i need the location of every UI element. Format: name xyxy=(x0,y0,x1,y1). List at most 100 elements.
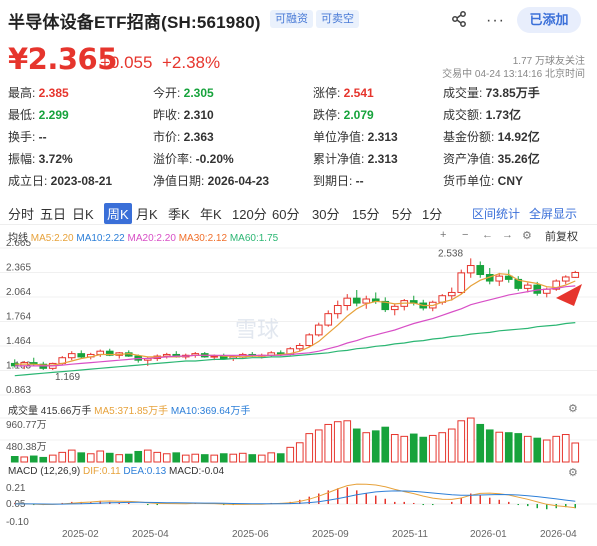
macd-tick-label: -0.10 xyxy=(6,517,29,528)
followers-count: 1.77 万球友关注 xyxy=(512,56,585,67)
tab-period[interactable]: 季K xyxy=(168,207,190,222)
tab-period[interactable]: 周K xyxy=(104,203,132,224)
fullscreen-link[interactable]: 全屏显示 xyxy=(529,207,578,221)
tab-period[interactable]: 1分 xyxy=(422,207,443,222)
volume-bar xyxy=(105,452,114,463)
short-sell-tag[interactable]: 可卖空 xyxy=(316,10,359,28)
volume-bar xyxy=(409,433,418,463)
volume-settings-icon[interactable]: ⚙ xyxy=(568,403,578,415)
settings-icon[interactable]: ⚙ xyxy=(522,230,532,242)
stat-value: 2.541 xyxy=(343,86,374,100)
stat-label: 成交额: xyxy=(443,108,486,122)
candle-body xyxy=(305,334,314,346)
stat-cell: 溢价率: -0.20% xyxy=(153,150,234,167)
volume-bar xyxy=(447,428,456,463)
high-marker: 2.538 xyxy=(438,248,463,259)
stat-value: 2.310 xyxy=(183,108,214,122)
candle-body xyxy=(457,272,466,293)
volume-bar xyxy=(371,430,380,463)
tab-period[interactable]: 年K xyxy=(200,207,222,222)
candle-body xyxy=(324,313,333,326)
legend-item: DIF:0.11 xyxy=(83,466,124,477)
stat-value: 2.363 xyxy=(183,130,214,144)
zoom-in-icon[interactable]: + xyxy=(440,229,447,241)
tab-period[interactable]: 5分 xyxy=(392,207,413,222)
stat-label: 跌停: xyxy=(313,108,344,122)
stat-value: -- xyxy=(38,130,47,144)
more-icon[interactable]: ··· xyxy=(486,12,505,29)
tab-period[interactable]: 日K xyxy=(72,207,94,222)
zoom-out-icon[interactable]: − xyxy=(462,229,469,241)
volume-bar xyxy=(238,452,247,463)
watermark: 雪球 xyxy=(235,317,280,342)
candle-body xyxy=(476,265,485,276)
stat-value: 2.313 xyxy=(367,152,398,166)
price-change: +0.055 xyxy=(100,53,153,72)
stat-cell: 基金份额: 14.92亿 xyxy=(443,128,540,145)
volume-bar xyxy=(267,452,276,463)
adjust-select[interactable]: 前复权 xyxy=(545,231,578,243)
volume-bar xyxy=(495,431,504,463)
period-tabs: 分时 五日 日K 周K 月K 季K 年K 120分 60分 30分 15分 5分 1分 xyxy=(8,203,448,224)
legend-title: MACD (12,26,9) xyxy=(8,466,84,477)
candle-body xyxy=(514,278,523,289)
date-tick-label: 2025-09 xyxy=(312,529,349,540)
volume-bar xyxy=(485,429,494,463)
stat-label: 换手: xyxy=(8,130,39,144)
tab-period[interactable]: 120分 xyxy=(232,207,267,222)
stat-value: 35.26亿 xyxy=(497,152,540,166)
added-watchlist-button[interactable]: 已添加 xyxy=(517,7,581,33)
volume-bar xyxy=(542,439,551,463)
stat-label: 成交量: xyxy=(443,86,486,100)
stat-label: 涨停: xyxy=(313,86,344,100)
stat-value: 73.85万手 xyxy=(485,86,540,100)
scroll-left-icon[interactable]: ← xyxy=(482,229,493,241)
legend-item: MACD:-0.04 xyxy=(169,466,225,477)
macd-settings-icon[interactable]: ⚙ xyxy=(568,467,578,479)
macd-tick-label: 0.21 xyxy=(6,483,26,494)
dea-line xyxy=(14,490,576,505)
stat-label: 市价: xyxy=(153,130,184,144)
candle-body xyxy=(561,276,570,282)
legend-item: MA10:369.64万手 xyxy=(170,406,251,417)
ma-line xyxy=(14,273,576,366)
volume-bar xyxy=(476,423,485,463)
candle-body xyxy=(67,353,76,359)
stat-value: CNY xyxy=(497,174,524,188)
kline-chart[interactable]: 2.6652.3652.0641.7641.4641.1630.8632.538… xyxy=(0,240,597,530)
stat-value: 2023-08-21 xyxy=(50,174,113,188)
date-tick-label: 2025-06 xyxy=(232,529,269,540)
stat-cell: 累计净值: 2.313 xyxy=(313,150,398,167)
tab-period[interactable]: 30分 xyxy=(312,207,340,222)
volume-bar xyxy=(67,449,76,463)
margin-tag[interactable]: 可融资 xyxy=(270,10,313,28)
volume-bar xyxy=(181,454,190,463)
stat-label: 今开: xyxy=(153,86,184,100)
tab-period[interactable]: 60分 xyxy=(272,207,300,222)
share-icon[interactable] xyxy=(450,10,468,28)
tab-period[interactable]: 五日 xyxy=(40,207,67,222)
volume-bar xyxy=(295,442,304,463)
stat-value: 1.73亿 xyxy=(485,108,522,122)
scroll-right-icon[interactable]: → xyxy=(502,229,513,241)
tab-period[interactable]: 15分 xyxy=(352,207,380,222)
legend-item: MA10:2.22 xyxy=(76,233,128,244)
price-tick-label: 2.665 xyxy=(6,240,31,249)
legend-item: MA5:2.20 xyxy=(30,233,77,244)
stat-cell: 单位净值: 2.313 xyxy=(313,128,398,145)
candle-body xyxy=(523,284,532,289)
stat-cell: 跌停: 2.079 xyxy=(313,106,374,123)
candle-body xyxy=(362,298,371,304)
stat-label: 最低: xyxy=(8,108,39,122)
price-tick-label: 2.064 xyxy=(6,287,31,298)
ma-line xyxy=(14,285,576,367)
candle-body xyxy=(105,350,114,356)
tab-period[interactable]: 月K xyxy=(136,207,158,222)
stat-cell: 成交量: 73.85万手 xyxy=(443,84,540,101)
stat-value: -0.20% xyxy=(195,152,234,166)
tab-period[interactable]: 分时 xyxy=(8,207,35,222)
stat-cell: 货币单位: CNY xyxy=(443,172,523,189)
date-tick-label: 2026-04 xyxy=(540,529,577,540)
range-stats-link[interactable]: 区间统计 xyxy=(472,207,521,221)
candle-body xyxy=(381,300,390,311)
